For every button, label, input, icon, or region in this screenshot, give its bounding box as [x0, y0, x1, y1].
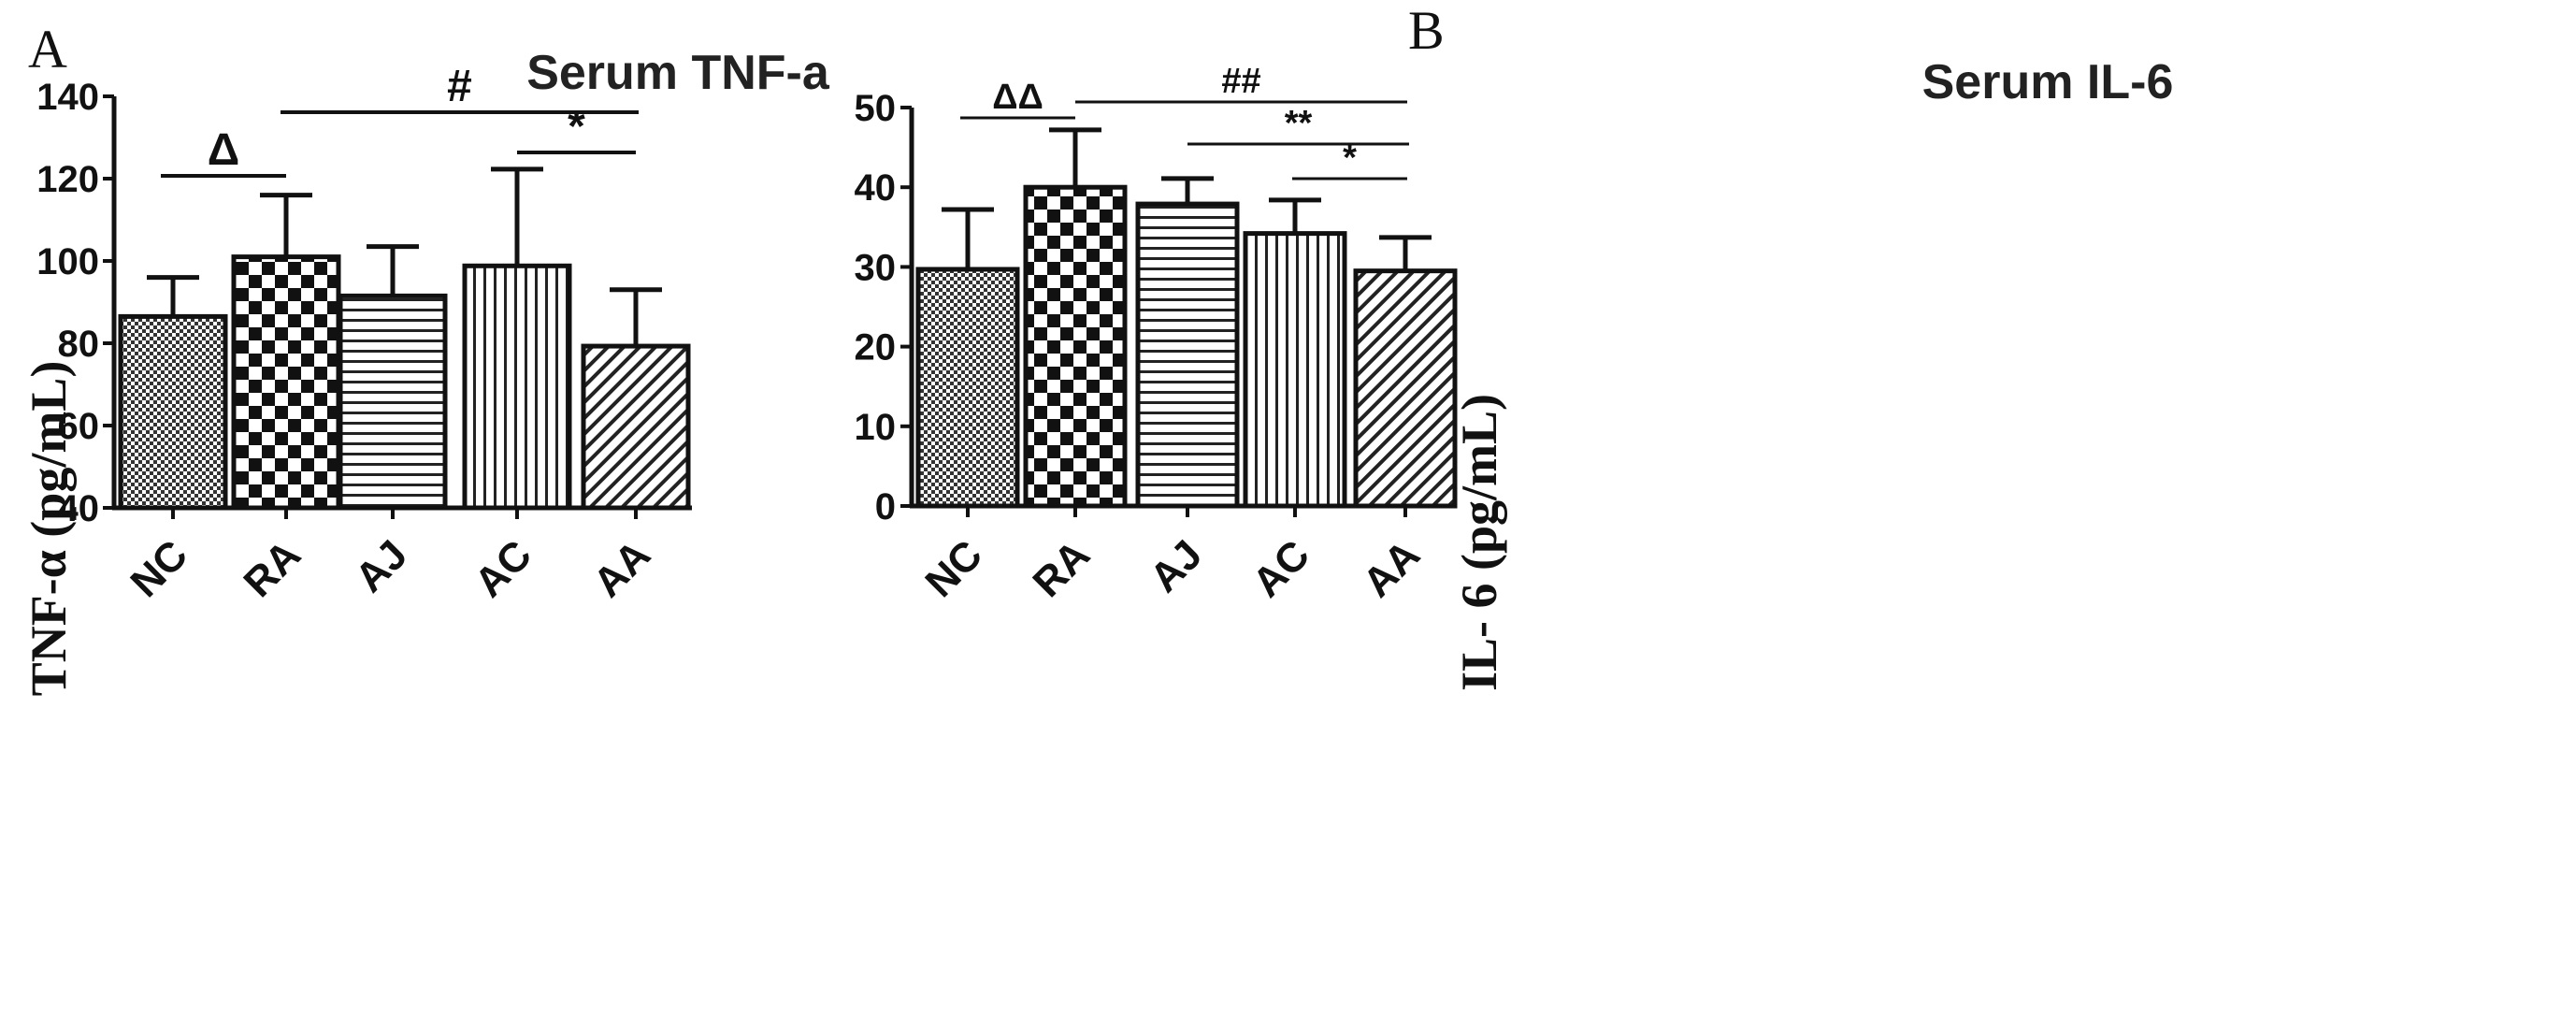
- panel-a-sig-label: *: [568, 102, 585, 152]
- panel-b-x-tick-label: AJ: [1142, 531, 1211, 600]
- panel-b-bar-ac: [1243, 231, 1347, 509]
- panel-b-significance: ΔΔ ##***: [960, 62, 1409, 181]
- panel-a-bars: [118, 166, 691, 511]
- panel-a-x-tick-label: AC: [466, 531, 540, 606]
- panel-a-x-tick-label: NC: [122, 531, 196, 606]
- panel-a-x-tick-label: AJ: [347, 531, 416, 600]
- panel-b-y-tick-label: 10: [855, 407, 897, 448]
- panel-a-bar-ra: [231, 254, 341, 511]
- panel-b-bar-nc: [915, 267, 1020, 509]
- panel-a-sig-label: #: [447, 62, 472, 111]
- panel-b-y-tick-label: 30: [855, 247, 897, 288]
- panel-b-bar-aa: [1353, 268, 1458, 509]
- panel-a-bar-nc: [118, 313, 228, 511]
- panel-b-x-tick-label: AC: [1244, 531, 1318, 606]
- panel-a-bar-aa: [581, 343, 691, 511]
- panel-a-title: Serum TNF-a: [526, 46, 830, 100]
- panel-a-letter: A: [28, 19, 67, 79]
- panel-b-title: Serum IL-6: [1922, 55, 2174, 109]
- panel-b-x-tick-label: AA: [1354, 531, 1429, 606]
- panel-a-x-tick-label: AA: [584, 531, 659, 606]
- panel-b-y-tick-label: 50: [855, 88, 897, 129]
- panel-b-sig-label: *: [1343, 138, 1357, 178]
- panel-a-y-tick-label: 140: [36, 77, 99, 118]
- panel-b-x-tick-label: RA: [1024, 531, 1099, 606]
- panel-a-bar-ac: [462, 263, 572, 511]
- panel-b-sig-label: ΔΔ: [992, 78, 1043, 117]
- panel-a-y-tick-label: 40: [58, 488, 100, 529]
- panel-a-y-tick-label: 100: [36, 241, 99, 282]
- panel-b-bars: [915, 127, 1458, 509]
- panel-a-sig-label: Δ: [208, 125, 240, 175]
- panel-b-sig-label: ##: [1221, 62, 1260, 101]
- panel-a-ylabel: TNF-α (pg/mL): [21, 361, 77, 697]
- panel-a-y-tick-label: 80: [58, 324, 100, 365]
- panel-b-y-tick-label: 20: [855, 327, 897, 368]
- panel-b-sig-label: **: [1285, 104, 1313, 143]
- panel-b-chart: B Serum IL-6 IL- 6 (pg/mL) 0 10 20 30 40 50 NC…: [855, 0, 2174, 691]
- panel-a-chart: A Serum TNF-a TNF-α (pg/mL) 40 60 80 100 120…: [21, 19, 830, 696]
- panel-b-letter: B: [1408, 0, 1445, 61]
- panel-a-significance: Δ # *: [161, 62, 639, 178]
- panel-a-y-tick-label: 120: [36, 159, 99, 200]
- panel-b-y-tick-label: 0: [875, 486, 896, 527]
- panel-b-bar-ra: [1023, 184, 1128, 509]
- panel-a-y-tick-label: 60: [58, 406, 100, 447]
- panel-b-bar-aj: [1135, 201, 1240, 509]
- panel-a-x-tick-label: RA: [235, 531, 309, 606]
- panel-b-y-tick-label: 40: [855, 167, 897, 209]
- panel-b-x-tick-label: NC: [916, 531, 991, 606]
- panel-a-bar-aj: [338, 293, 448, 511]
- panel-b-ylabel: IL- 6 (pg/mL): [1451, 394, 1507, 691]
